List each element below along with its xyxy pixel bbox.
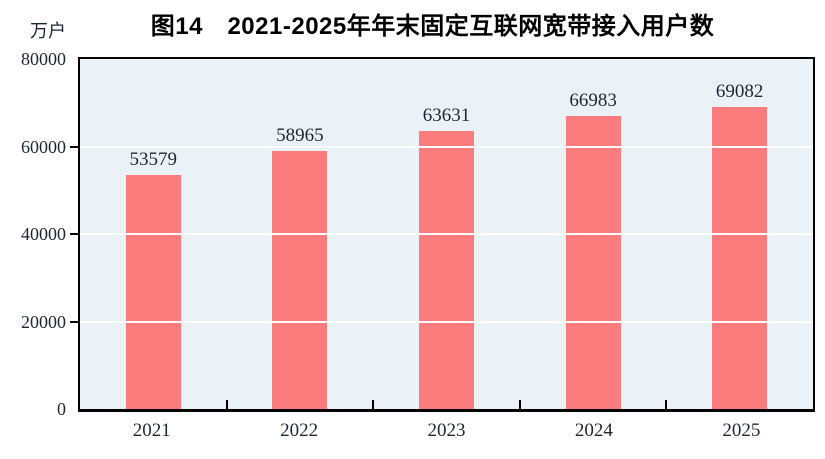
- bars-row: 53579 58965 63631 66983 69082: [80, 59, 813, 409]
- bar-slot-2021: 53579: [80, 59, 227, 409]
- bar-2021: [125, 174, 181, 409]
- bar-value-label-2024: 66983: [569, 89, 617, 111]
- bar-slot-2022: 58965: [227, 59, 374, 409]
- y-axis-tick-label-0: 0: [57, 399, 66, 419]
- gridline-60000: [80, 145, 813, 148]
- x-axis-tick-mark-2: [372, 400, 375, 409]
- chart-title: 图14 2021-2025年年末固定互联网宽带接入用户数: [150, 13, 715, 40]
- x-axis-tick-label-2024: 2024: [574, 420, 613, 441]
- bar-value-label-2021: 53579: [129, 148, 178, 170]
- bar-slot-2024: 66983: [520, 59, 667, 409]
- x-axis-tick-mark-4: [665, 400, 668, 409]
- y-axis-tick-mark-20000: [70, 320, 78, 323]
- plot-area: 53579 58965 63631 66983 69082: [70, 57, 815, 412]
- bar-2024: [565, 115, 621, 409]
- y-axis-tick-labels: 0 20000 40000 60000 80000: [0, 49, 70, 419]
- bar-value-label-2023: 63631: [422, 104, 471, 126]
- bar-2022: [272, 151, 328, 409]
- y-axis-unit-label: 万户: [30, 21, 66, 41]
- bar-value-label-2022: 58965: [276, 125, 324, 147]
- x-axis-tick-mark-1: [225, 400, 228, 409]
- x-axis-tick-label-2023: 2023: [427, 420, 466, 441]
- y-axis-tick-label-40000: 40000: [21, 224, 66, 244]
- bar-value-label-2025: 69082: [715, 80, 764, 102]
- bar-slot-2023: 63631: [373, 59, 520, 409]
- y-axis-tick-mark-40000: [70, 233, 78, 235]
- y-axis-tick-mark-60000: [70, 145, 78, 148]
- y-axis-tick-label-20000: 20000: [21, 311, 66, 332]
- x-axis-tick-label-2021: 2021: [132, 420, 171, 441]
- bar-2025: [712, 106, 768, 409]
- x-axis-tick-label-2022: 2022: [280, 420, 319, 441]
- x-axis-tick-labels: 2021 2022 2023 2024 2025: [78, 419, 815, 445]
- bar-2023: [418, 130, 474, 409]
- bar-slot-2025: 69082: [666, 59, 813, 409]
- y-axis-tick-label-80000: 80000: [21, 49, 66, 69]
- gridline-20000: [80, 320, 813, 323]
- x-axis-tick-label-2025: 2025: [722, 420, 761, 441]
- x-axis-tick-mark-3: [518, 400, 521, 409]
- y-axis-tick-label-60000: 60000: [21, 136, 66, 157]
- gridline-40000: [80, 233, 813, 235]
